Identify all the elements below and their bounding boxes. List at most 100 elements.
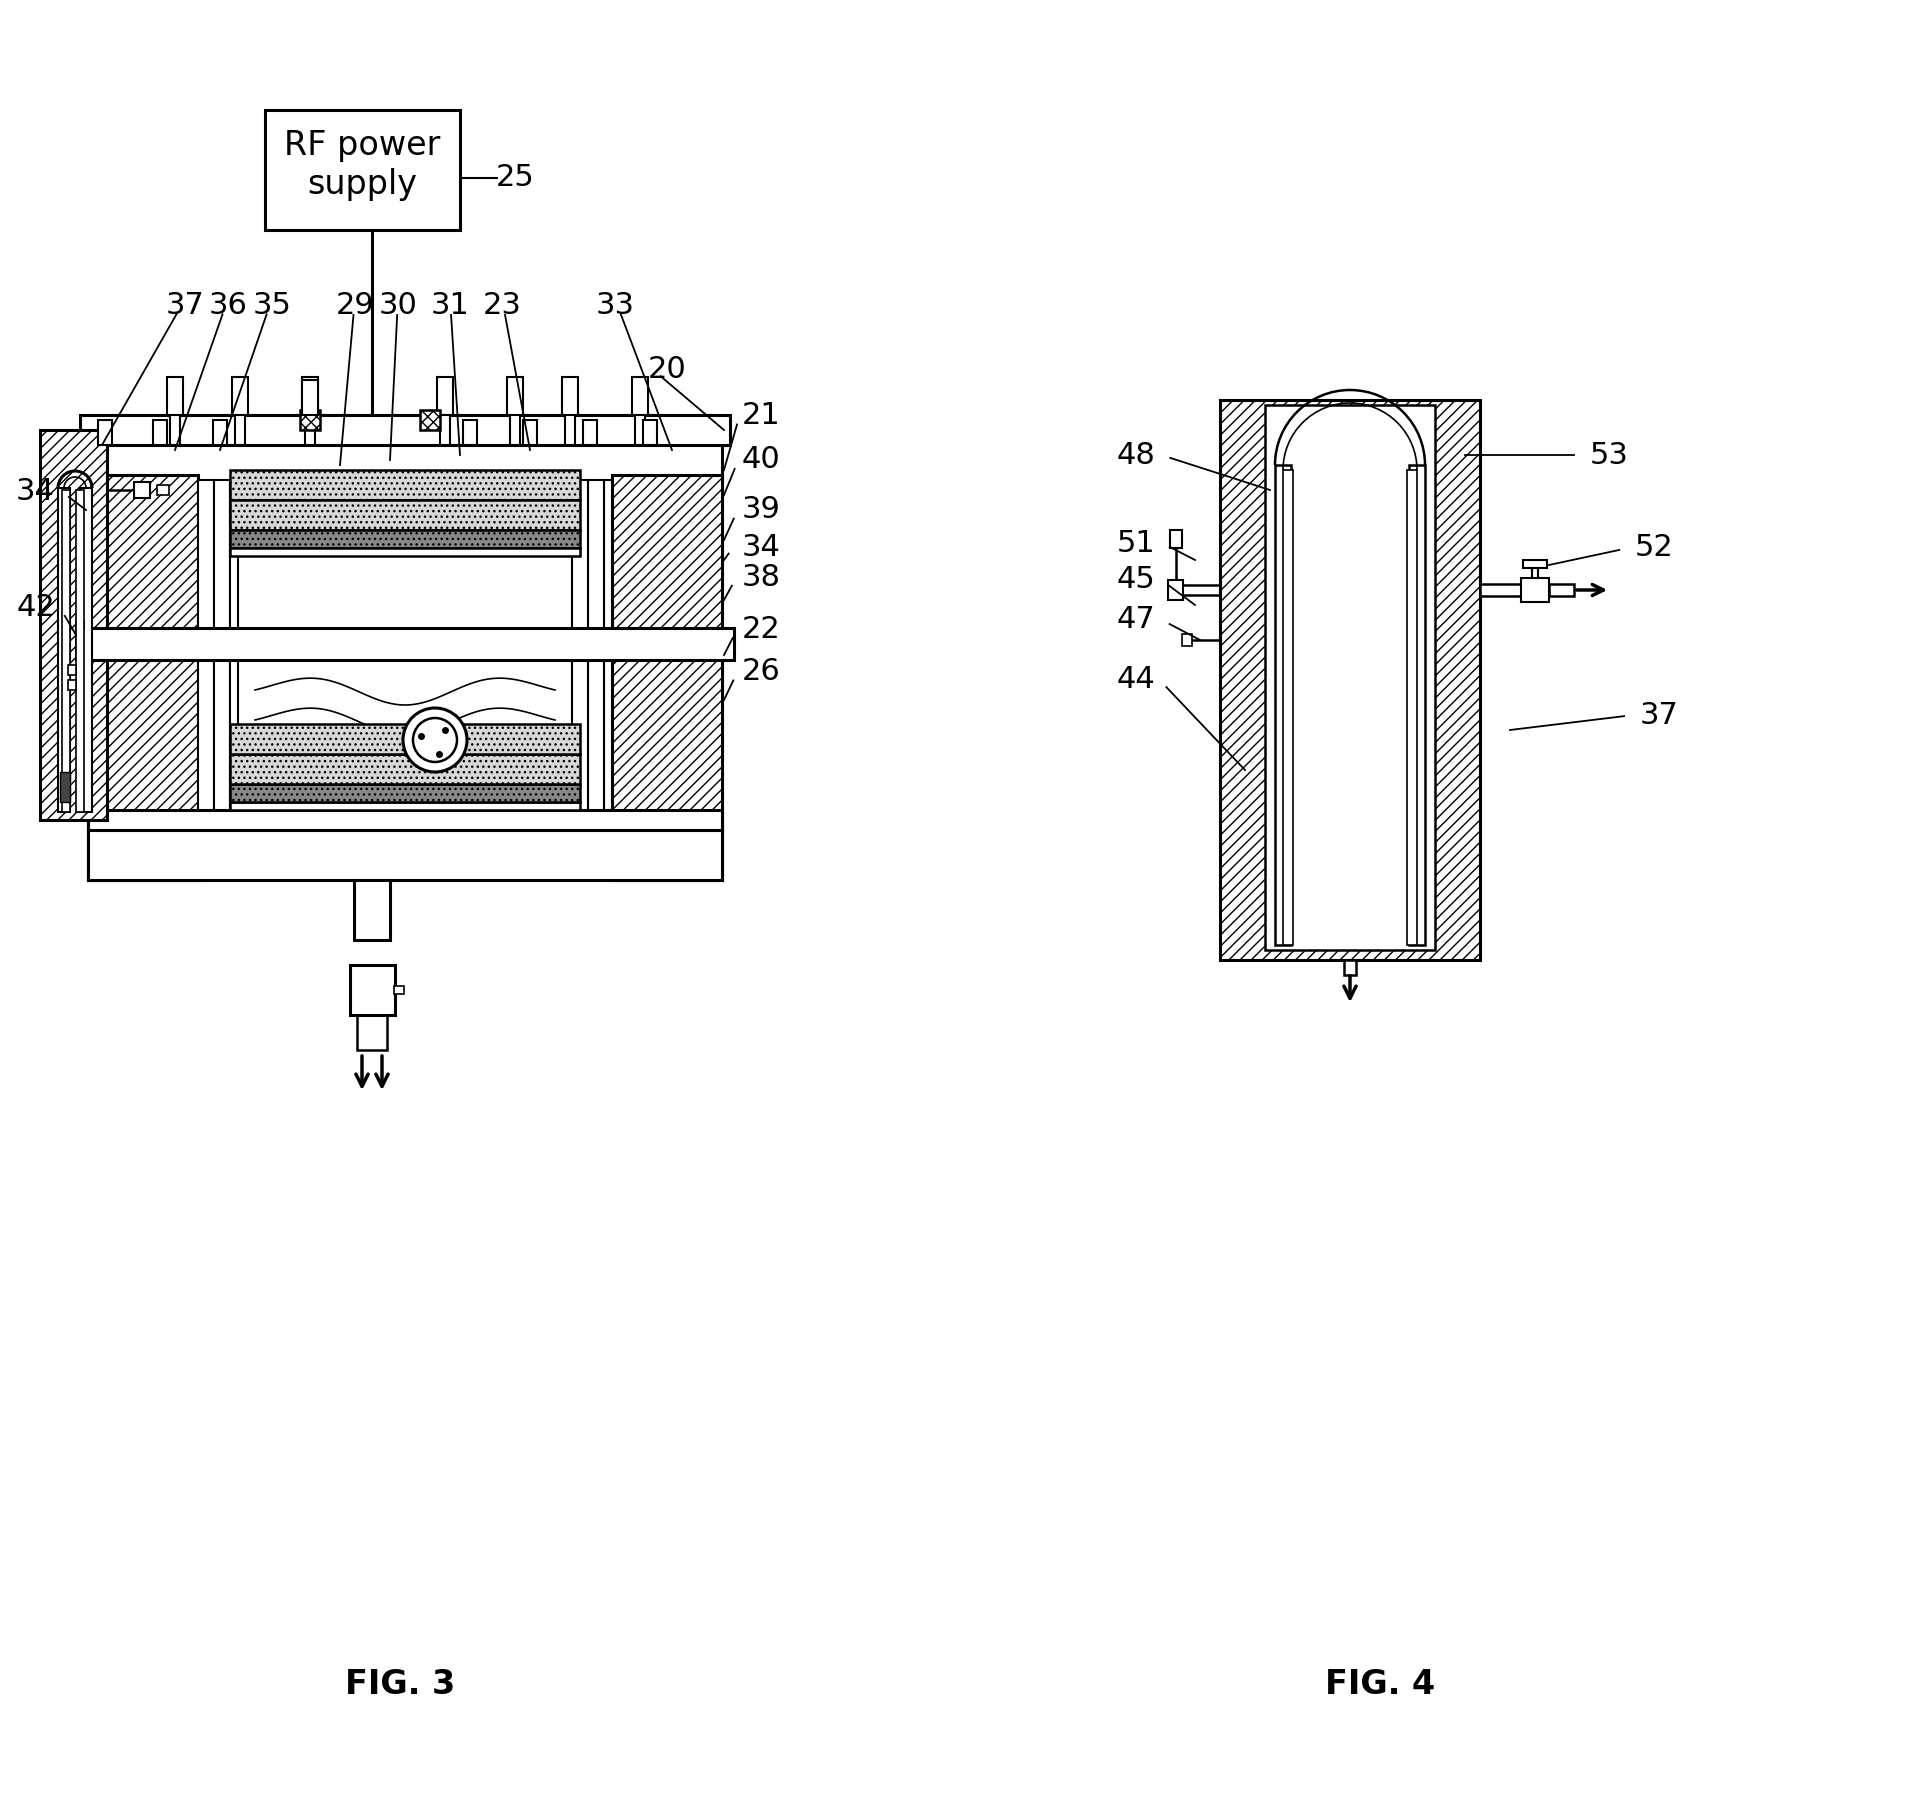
Bar [171,396,180,444]
Bar [58,487,69,813]
Bar [81,415,731,444]
Bar [524,421,537,444]
Bar [1481,584,1525,595]
Bar [612,475,721,879]
Bar [88,811,721,831]
Bar [393,985,405,994]
Bar [420,410,439,430]
Bar [643,421,658,444]
Circle shape [403,708,466,771]
Text: 30: 30 [378,291,418,320]
Text: 21: 21 [742,401,781,430]
Bar [1170,530,1181,548]
Bar [1532,566,1538,584]
Bar [305,396,315,444]
Text: 25: 25 [495,164,535,192]
Bar [236,396,246,444]
Bar [213,421,226,444]
Bar [77,620,84,629]
Bar [230,802,579,811]
Bar [88,415,721,879]
Bar [572,480,589,859]
Text: 52: 52 [1634,534,1674,563]
Bar [349,966,395,1016]
Bar [1410,466,1425,946]
Bar [230,753,579,784]
Bar [59,771,69,802]
Text: 39: 39 [742,496,781,525]
Bar [1266,405,1435,949]
Bar [230,469,579,500]
Text: 36: 36 [209,291,247,320]
Bar [1550,584,1575,595]
Text: 33: 33 [595,291,635,320]
Bar [77,491,84,813]
Bar [633,378,648,415]
Bar [566,396,575,444]
Text: 20: 20 [648,356,687,385]
Text: 22: 22 [742,615,781,644]
Text: FIG. 4: FIG. 4 [1325,1669,1435,1701]
Bar [1408,469,1417,946]
Bar [355,879,389,940]
Bar [67,665,77,674]
Bar [562,378,577,415]
Bar [301,378,318,415]
Bar [265,110,460,230]
Bar [157,485,169,494]
Bar [299,410,320,430]
Bar [98,421,111,444]
Bar [230,500,579,530]
Bar [230,530,579,548]
Text: 23: 23 [483,291,522,320]
Text: 37: 37 [1640,701,1678,730]
Text: 40: 40 [742,446,781,475]
Text: 29: 29 [336,291,374,320]
Text: 48: 48 [1116,441,1155,469]
Bar [1521,577,1550,602]
Bar [230,784,579,802]
Bar [81,487,92,813]
Bar [439,396,451,444]
Text: 38: 38 [742,563,781,593]
Text: 34: 34 [15,478,56,507]
Text: 37: 37 [165,291,205,320]
Bar [1345,960,1356,975]
Text: RF power
supply: RF power supply [284,129,441,201]
Text: 34: 34 [742,534,781,563]
Bar [230,480,238,859]
Bar [635,396,644,444]
Bar [357,1016,387,1050]
Bar [153,421,167,444]
Circle shape [412,717,456,762]
Bar [589,480,604,859]
Bar [232,378,247,415]
Text: 47: 47 [1116,606,1155,635]
Bar [583,421,596,444]
Bar [88,831,721,879]
Bar [88,475,198,879]
Bar [1220,399,1481,960]
Bar [301,379,318,415]
Bar [230,548,579,556]
Bar [506,378,524,415]
Bar [1275,466,1291,946]
Bar [437,378,453,415]
Text: 31: 31 [430,291,470,320]
Bar [40,430,107,820]
Bar [1181,635,1191,645]
Bar [77,628,735,660]
Bar [1168,581,1183,601]
Bar [215,480,230,859]
Bar [134,482,150,498]
Text: 26: 26 [742,658,781,687]
Bar [462,421,478,444]
Bar [198,480,215,859]
Bar [67,680,77,690]
Text: 44: 44 [1116,665,1155,694]
Bar [1283,469,1293,946]
Text: 51: 51 [1116,529,1155,557]
Text: 45: 45 [1116,566,1155,595]
Bar [1523,559,1548,568]
Text: 53: 53 [1590,441,1628,469]
